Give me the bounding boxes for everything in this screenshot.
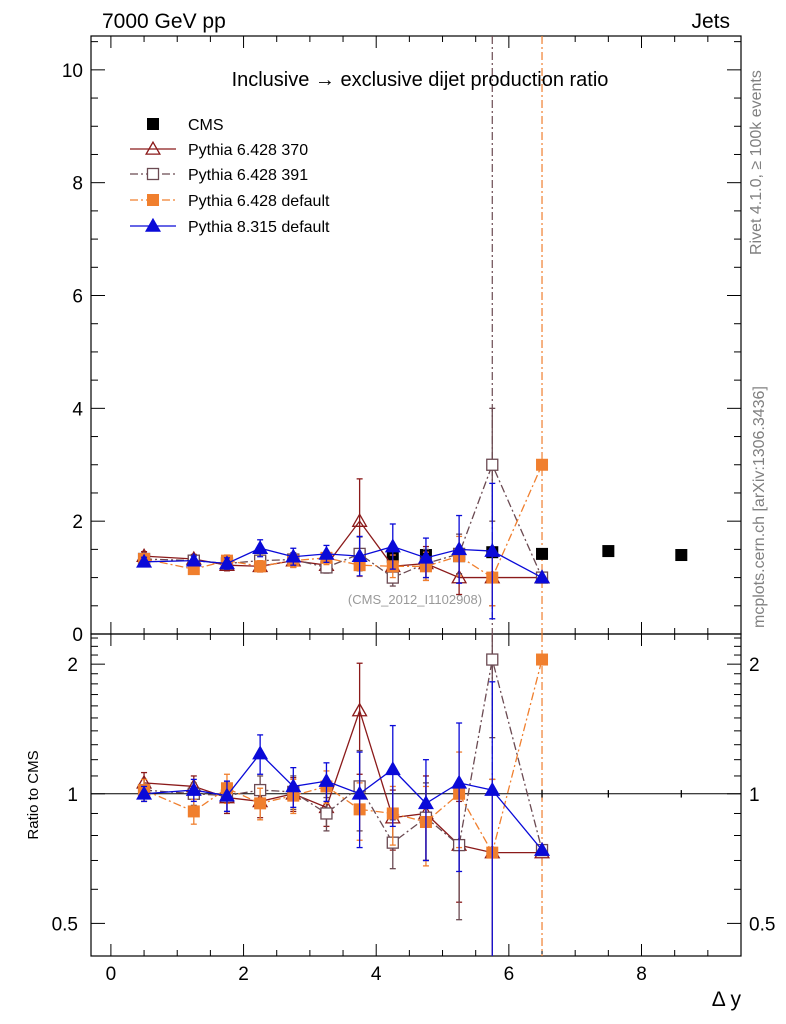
- series-2-ratio-point: [320, 807, 333, 820]
- x-tick-label: 6: [504, 964, 515, 985]
- legend-marker-1: [145, 140, 161, 155]
- ratio-y-tick-label-left: 0.5: [52, 914, 78, 935]
- series-4-point: [218, 555, 235, 570]
- series-4-point: [351, 547, 368, 562]
- legend-label-pythia6-370: Pythia 6.428 370: [188, 142, 308, 159]
- main-plot-area: [136, 407, 688, 620]
- legend-marker-4: [145, 217, 161, 232]
- legend-label-pythia8-default: Pythia 8.315 default: [188, 219, 330, 236]
- series-0-point: [536, 547, 549, 560]
- series-4-ratio-point: [285, 778, 302, 793]
- legend-label-cms: CMS: [188, 117, 224, 134]
- header-energy-label: 7000 GeV pp: [102, 10, 226, 33]
- series-4-line: [144, 545, 543, 579]
- series-4-ratio-line: [144, 752, 543, 851]
- ratio-axes: 0 2 4 6 8 0.5 0.5 1 1 2 2: [52, 634, 775, 985]
- ratio-y-tick-label-right: 2: [749, 655, 760, 676]
- x-axis-label: Δ y: [712, 988, 742, 1011]
- series-2-ratio-point: [486, 653, 499, 666]
- series-3-ratio-point: [187, 805, 200, 818]
- series-4-ratio-point: [417, 795, 434, 810]
- series-4-ratio-point: [534, 841, 551, 856]
- series-4-ratio-point: [318, 772, 335, 787]
- series-4-ratio-point: [218, 787, 235, 802]
- series-4-point: [136, 553, 153, 568]
- legend: CMS Pythia 6.428 370 Pythia 6.428 391 Py…: [130, 117, 330, 236]
- series-4-point: [417, 549, 434, 564]
- series-1-ratio-line: [144, 708, 543, 854]
- series-3-point: [536, 458, 549, 471]
- series-0-point: [675, 549, 688, 562]
- legend-marker-3: [147, 194, 159, 206]
- series-4-ratio-point: [252, 745, 269, 760]
- x-tick-label: 8: [636, 964, 647, 985]
- series-4-point: [451, 541, 468, 556]
- series-4-point: [285, 548, 302, 563]
- legend-marker-2: [146, 167, 160, 181]
- main-y-tick-label: 8: [72, 174, 83, 195]
- series-1-ratio-point: [351, 702, 368, 717]
- main-axes: 0 2 4 6 8 10: [62, 36, 741, 646]
- series-4-point: [318, 545, 335, 560]
- header-group-label: Jets: [691, 10, 730, 33]
- legend-marker-0: [147, 118, 159, 130]
- x-tick-label: 0: [106, 964, 117, 985]
- ratio-y-tick-label-right: 0.5: [749, 914, 775, 935]
- ratio-y-axis-label: Ratio to CMS: [25, 750, 42, 839]
- analysis-watermark: (CMS_2012_I1102908): [348, 592, 482, 607]
- ratio-y-tick-label-left: 1: [67, 785, 78, 806]
- series-4-ratio-point: [451, 774, 468, 789]
- series-4-point: [384, 538, 401, 553]
- series-3-ratio-point: [254, 797, 267, 810]
- legend-entry-pythia6-default: Pythia 6.428 default: [130, 193, 330, 210]
- chart-title: Inclusive → exclusive dijet production r…: [232, 69, 609, 91]
- main-y-tick-label: 6: [72, 287, 83, 308]
- series-0-point: [602, 545, 615, 558]
- main-y-tick-label: 2: [72, 512, 83, 533]
- series-4-ratio-point: [351, 785, 368, 800]
- series-4-point: [534, 569, 551, 584]
- legend-entry-pythia8-default: Pythia 8.315 default: [130, 217, 330, 236]
- series-1-point: [351, 512, 368, 527]
- x-tick-label: 4: [371, 964, 382, 985]
- mcplots-label: mcplots.cern.ch [arXiv:1306.3436]: [751, 386, 768, 628]
- series-1-line: [144, 520, 543, 579]
- series-2-point: [486, 458, 499, 471]
- series-4-ratio-point: [384, 761, 401, 776]
- ratio-y-tick-label-left: 2: [67, 655, 78, 676]
- legend-entry-pythia6-391: Pythia 6.428 391: [130, 167, 308, 184]
- series-3-ratio-line: [143, 659, 543, 855]
- legend-entry-pythia6-370: Pythia 6.428 370: [130, 140, 308, 159]
- x-tick-label: 2: [238, 964, 249, 985]
- ratio-y-tick-label-right: 1: [749, 785, 760, 806]
- series-4-ratio-point: [185, 781, 202, 796]
- legend-label-pythia6-391: Pythia 6.428 391: [188, 167, 308, 184]
- series-4-point: [252, 540, 269, 555]
- legend-label-pythia6-default: Pythia 6.428 default: [188, 193, 330, 210]
- ratio-plot-area: [136, 634, 682, 956]
- main-y-tick-label: 4: [72, 399, 83, 420]
- series-4-ratio-point: [484, 781, 501, 796]
- series-4-point: [484, 542, 501, 557]
- main-y-tick-label: 0: [72, 625, 83, 646]
- rivet-version-label: Rivet 4.1.0, ≥ 100k events: [748, 70, 765, 255]
- series-3-point: [254, 560, 267, 573]
- series-2-ratio-line: [144, 659, 543, 851]
- series-4-ratio-point: [136, 785, 153, 800]
- series-4-point: [185, 552, 202, 567]
- legend-entry-cms: CMS: [147, 117, 224, 134]
- main-y-tick-label: 10: [62, 61, 83, 82]
- series-3-ratio-point: [536, 653, 549, 666]
- ratio-panel-frame: [90, 633, 742, 957]
